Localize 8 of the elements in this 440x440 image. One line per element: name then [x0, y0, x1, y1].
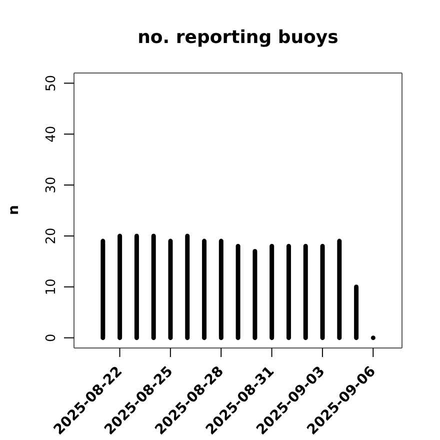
- y-tick-label: 20: [44, 228, 59, 244]
- y-axis-title: n: [6, 205, 22, 215]
- chart-title: no. reporting buoys: [136, 27, 340, 49]
- y-tick-label: 40: [44, 126, 59, 142]
- y-tick-label: 30: [44, 176, 59, 194]
- y-tick-label: 0: [44, 334, 59, 342]
- y-tick-label: 50: [44, 74, 59, 92]
- y-tick-label: 10: [44, 278, 59, 296]
